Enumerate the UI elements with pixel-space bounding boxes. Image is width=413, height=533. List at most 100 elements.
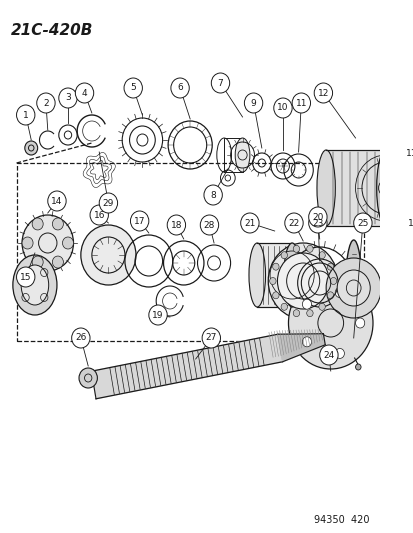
Text: 24: 24 [323,351,334,359]
Ellipse shape [283,243,300,307]
Ellipse shape [376,150,394,226]
Circle shape [244,93,262,113]
Text: 6: 6 [177,84,183,93]
Circle shape [22,215,74,271]
Text: 29: 29 [102,198,114,207]
Circle shape [269,278,275,285]
Circle shape [272,263,278,270]
Circle shape [211,73,229,93]
Polygon shape [91,334,282,399]
Circle shape [288,277,372,369]
Circle shape [330,278,336,285]
Text: 17: 17 [133,216,145,225]
Circle shape [130,211,148,231]
Circle shape [81,225,135,285]
Circle shape [336,270,369,306]
Bar [325,150,385,226]
Ellipse shape [21,265,49,305]
Text: 20: 20 [311,213,323,222]
Text: 28: 28 [203,221,215,230]
Circle shape [273,98,292,118]
Circle shape [75,83,93,103]
Circle shape [292,310,299,317]
Circle shape [319,345,337,365]
Circle shape [268,243,337,319]
Ellipse shape [13,255,57,315]
Circle shape [335,288,344,297]
Text: 3: 3 [65,93,71,102]
Text: 11: 11 [405,149,413,158]
Circle shape [240,213,259,233]
Circle shape [71,328,90,348]
Text: 2: 2 [43,99,49,108]
Text: 23: 23 [311,219,323,228]
Circle shape [47,191,66,211]
Ellipse shape [248,243,265,307]
Ellipse shape [235,138,249,172]
Text: 4: 4 [81,88,87,98]
Circle shape [272,292,278,299]
Circle shape [124,78,142,98]
Circle shape [167,215,185,235]
Polygon shape [277,334,325,362]
Circle shape [37,93,55,113]
Circle shape [284,213,302,233]
Circle shape [308,207,326,227]
Text: 7: 7 [217,78,223,87]
Text: 14: 14 [51,197,62,206]
Text: 12: 12 [317,88,328,98]
Circle shape [313,83,332,103]
Circle shape [25,141,38,155]
Circle shape [306,245,312,252]
Circle shape [301,337,311,347]
Text: 26: 26 [75,334,86,343]
Circle shape [32,256,43,268]
Circle shape [148,305,167,325]
Circle shape [99,193,117,213]
Circle shape [308,213,326,233]
Circle shape [355,318,364,328]
Circle shape [335,349,344,358]
Circle shape [403,214,413,234]
Text: 11: 11 [295,99,306,108]
Ellipse shape [344,240,361,336]
Circle shape [306,310,312,317]
Text: 94350  420: 94350 420 [313,515,368,525]
Circle shape [200,215,218,235]
Circle shape [171,78,189,98]
Circle shape [318,252,325,259]
Circle shape [280,252,287,259]
Circle shape [17,105,35,125]
Circle shape [292,93,310,113]
Text: 5: 5 [130,84,136,93]
Circle shape [90,205,108,225]
Text: 18: 18 [170,221,182,230]
Ellipse shape [316,150,335,226]
Text: 15: 15 [20,272,31,281]
Circle shape [401,144,413,164]
Text: 21C-420B: 21C-420B [11,23,93,38]
Circle shape [355,364,360,370]
Circle shape [79,368,97,388]
Text: 27: 27 [205,334,216,343]
Bar [223,138,242,172]
Circle shape [280,303,287,310]
Circle shape [17,267,35,287]
Text: 25: 25 [356,219,368,228]
Circle shape [52,218,63,230]
Text: 1: 1 [23,110,28,119]
Circle shape [59,88,77,108]
Text: 10: 10 [277,103,288,112]
Circle shape [301,299,311,309]
Text: 16: 16 [93,211,105,220]
Circle shape [325,258,380,318]
Circle shape [22,237,33,249]
Circle shape [292,245,299,252]
Text: 21: 21 [244,219,255,228]
Circle shape [204,185,222,205]
Bar [256,243,292,307]
Circle shape [202,328,220,348]
Circle shape [353,213,371,233]
Text: 9: 9 [250,99,256,108]
Circle shape [318,303,325,310]
